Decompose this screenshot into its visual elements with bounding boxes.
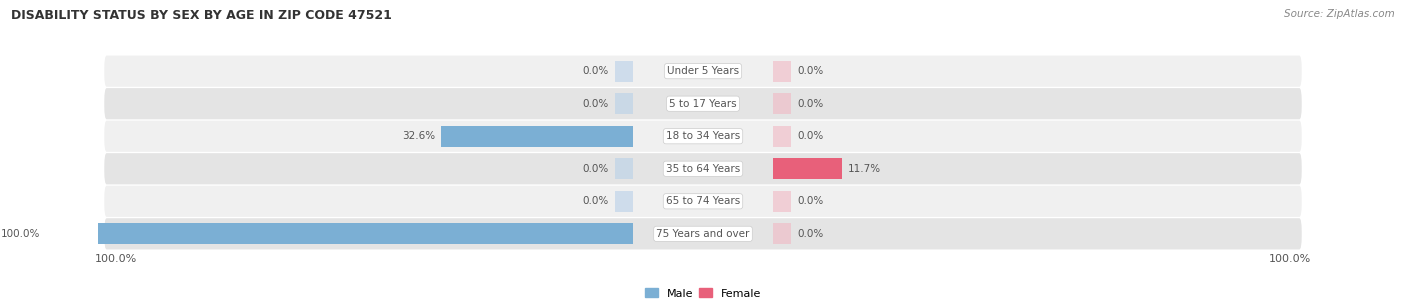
Text: Under 5 Years: Under 5 Years <box>666 66 740 76</box>
Text: 0.0%: 0.0% <box>583 196 609 206</box>
Text: 11.7%: 11.7% <box>848 164 882 174</box>
FancyBboxPatch shape <box>104 186 1302 217</box>
Text: 0.0%: 0.0% <box>583 164 609 174</box>
Bar <box>773 191 792 212</box>
FancyBboxPatch shape <box>104 56 1302 87</box>
Bar <box>773 126 792 147</box>
Bar <box>441 126 633 147</box>
Text: 100.0%: 100.0% <box>0 229 39 239</box>
Text: 35 to 64 Years: 35 to 64 Years <box>666 164 740 174</box>
Text: DISABILITY STATUS BY SEX BY AGE IN ZIP CODE 47521: DISABILITY STATUS BY SEX BY AGE IN ZIP C… <box>11 9 392 22</box>
FancyBboxPatch shape <box>104 120 1302 152</box>
Bar <box>773 223 792 244</box>
Bar <box>614 61 633 82</box>
Text: 0.0%: 0.0% <box>583 66 609 76</box>
Text: 75 Years and over: 75 Years and over <box>657 229 749 239</box>
FancyBboxPatch shape <box>104 88 1302 119</box>
Bar <box>773 61 792 82</box>
Bar <box>773 158 842 179</box>
Bar <box>614 158 633 179</box>
Bar <box>614 191 633 212</box>
FancyBboxPatch shape <box>104 153 1302 185</box>
Text: 0.0%: 0.0% <box>797 99 823 109</box>
Bar <box>614 93 633 114</box>
Text: 18 to 34 Years: 18 to 34 Years <box>666 131 740 141</box>
Text: 0.0%: 0.0% <box>797 196 823 206</box>
Text: 32.6%: 32.6% <box>402 131 436 141</box>
FancyBboxPatch shape <box>104 218 1302 249</box>
Text: 0.0%: 0.0% <box>797 131 823 141</box>
Bar <box>45 223 633 244</box>
Text: 65 to 74 Years: 65 to 74 Years <box>666 196 740 206</box>
Legend: Male, Female: Male, Female <box>640 284 766 303</box>
Text: 5 to 17 Years: 5 to 17 Years <box>669 99 737 109</box>
Text: 0.0%: 0.0% <box>583 99 609 109</box>
Text: 0.0%: 0.0% <box>797 66 823 76</box>
Text: 0.0%: 0.0% <box>797 229 823 239</box>
Bar <box>773 93 792 114</box>
Text: Source: ZipAtlas.com: Source: ZipAtlas.com <box>1284 9 1395 19</box>
